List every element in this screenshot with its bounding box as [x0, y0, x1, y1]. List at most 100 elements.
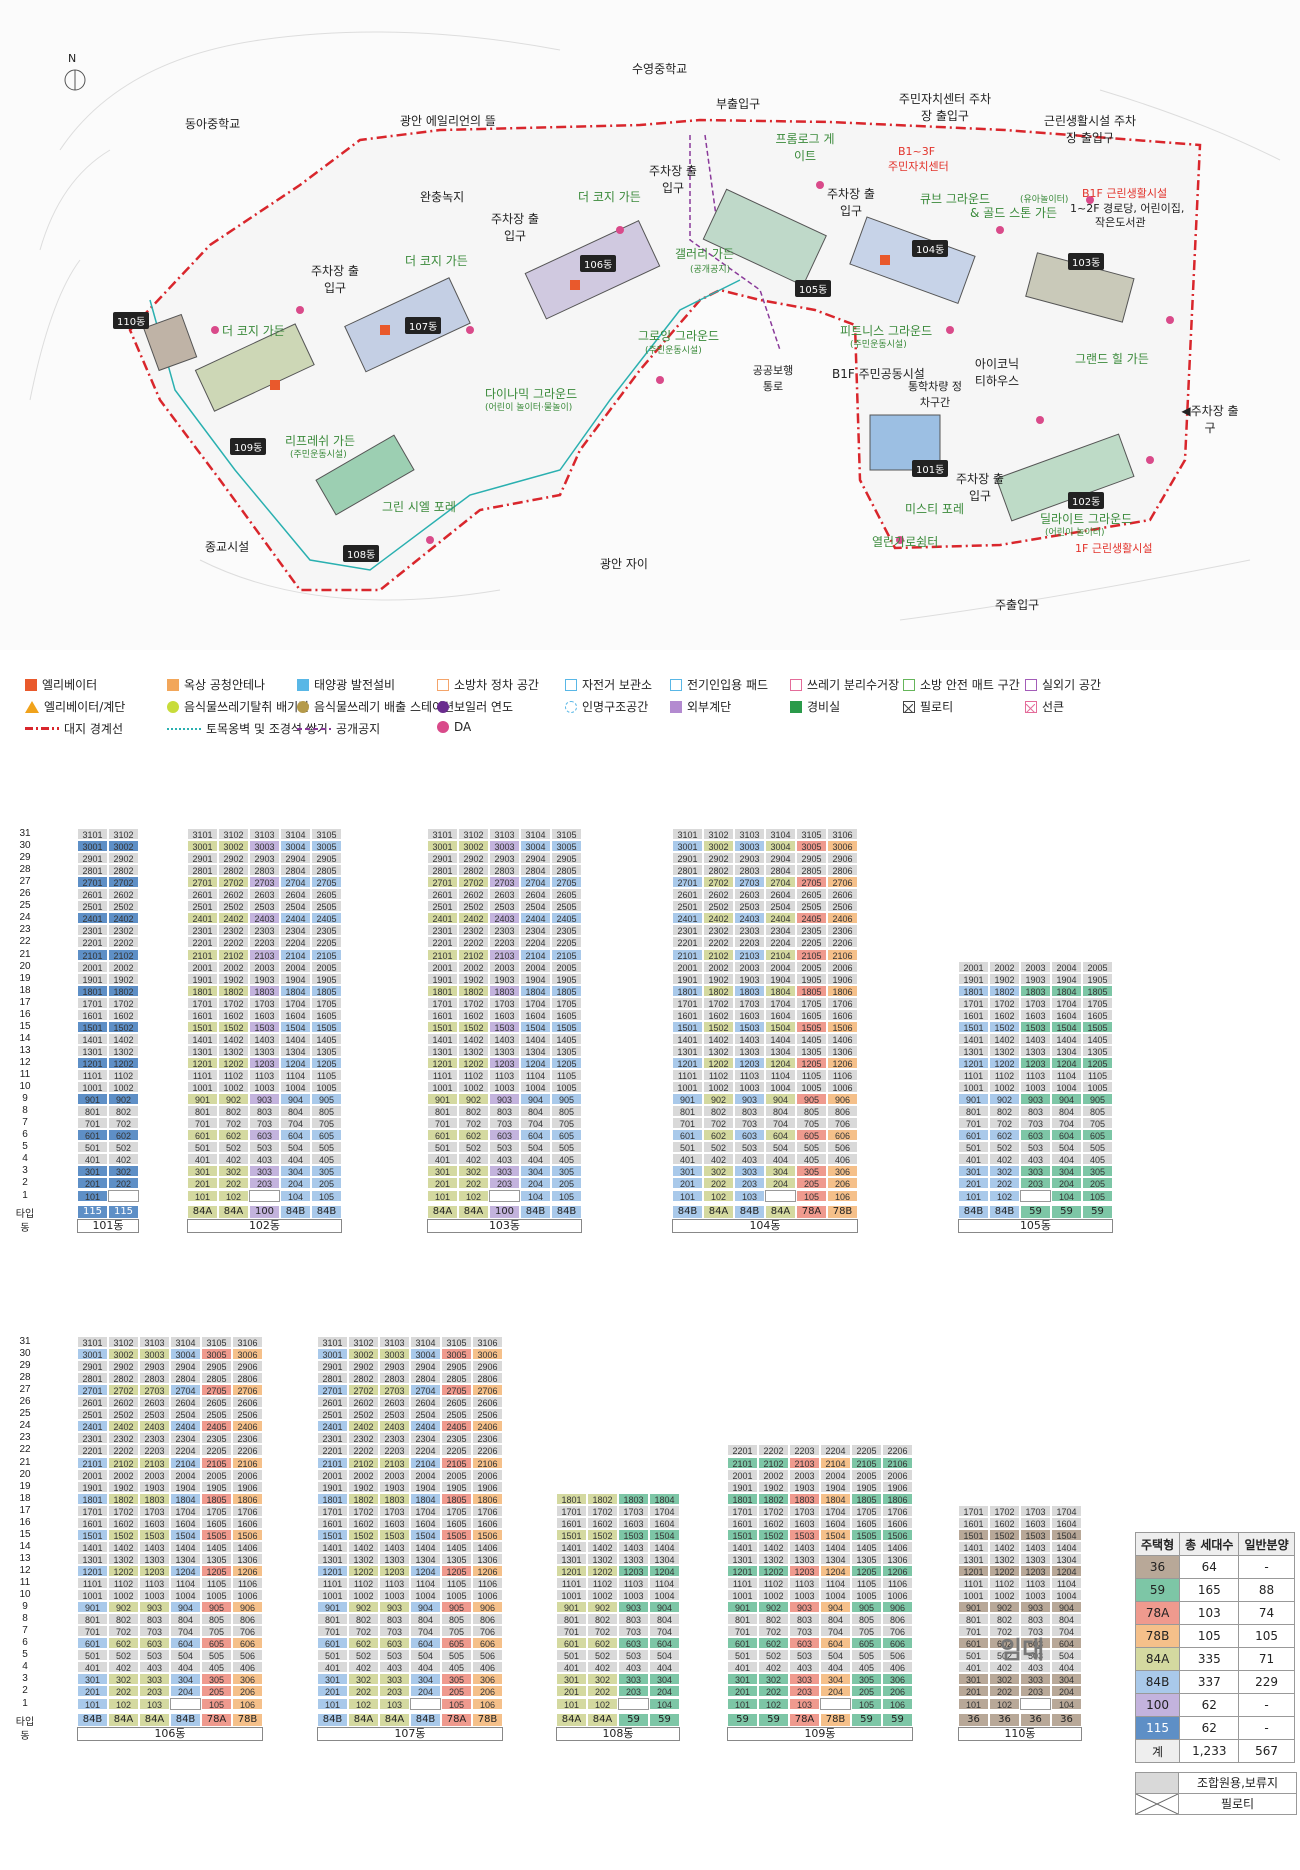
unit-cell: 102 [108, 1697, 139, 1710]
unit-cell: 602 [348, 1637, 379, 1650]
unit-cell: 1804 [280, 984, 311, 997]
legend-item: 토목옹벽 및 조경석 쌓기 [167, 720, 328, 737]
unit-cell: 901 [427, 1093, 458, 1106]
unit-cell: 2003 [734, 960, 765, 973]
red-facility-label: 1F 근린생활시설 [1075, 542, 1153, 555]
unit-cell: 1703 [734, 996, 765, 1009]
unit-cell [1020, 1697, 1051, 1710]
unit-cell: 703 [489, 1117, 520, 1130]
unit-cell: 1503 [1020, 1020, 1051, 1033]
unit-cell: 101 [317, 1697, 348, 1710]
unit-cell: 706 [472, 1625, 503, 1638]
unit-cell: 1902 [108, 1480, 139, 1493]
summary-cell: 74 [1238, 1601, 1295, 1625]
dong-row-label: 동 [20, 1730, 30, 1742]
unit-cell: 404 [280, 1153, 311, 1166]
legend-item: 옥상 공청안테나 [167, 676, 265, 693]
unit-cell: 1305 [796, 1044, 827, 1057]
legend-item: 엘리베이터 [25, 676, 97, 693]
unit-cell: 1601 [427, 1008, 458, 1021]
unit-cell: 502 [989, 1141, 1020, 1154]
unit-cell: 2905 [311, 852, 342, 865]
unit-cell: 106 [882, 1697, 913, 1710]
facility-label: 통학차량 정차구간 [907, 380, 963, 409]
unit-cell: 1303 [789, 1552, 820, 1565]
unit-cell: 102 [348, 1697, 379, 1710]
unit-cell: 3103 [734, 828, 765, 841]
summary-cell: 100 [1134, 1693, 1181, 1717]
unit-cell: 405 [311, 1153, 342, 1166]
unit-cell: 804 [280, 1105, 311, 1118]
floor-label: 4 [22, 1661, 28, 1673]
unit-cell: 1401 [958, 1540, 989, 1553]
unit-cell: 1103 [249, 1069, 280, 1082]
unit-cell: 1301 [77, 1044, 108, 1057]
unit-type-cell: 59 [882, 1712, 913, 1727]
unit-cell: 2702 [108, 1384, 139, 1397]
garden-label: 피트니스 그라운드 [840, 324, 933, 338]
unit-cell: 1506 [882, 1528, 913, 1541]
unit-cell: 3102 [458, 828, 489, 841]
unit-cell: 1002 [703, 1081, 734, 1094]
unit-cell: 2503 [734, 900, 765, 913]
unit-cell: 705 [311, 1117, 342, 1130]
floor-label: 8 [22, 1105, 28, 1117]
floor-label: 22 [19, 1444, 31, 1456]
unit-cell: 601 [187, 1129, 218, 1142]
unit-cell: 504 [1051, 1141, 1082, 1154]
summary-row: 84B 337 229 [1134, 1670, 1295, 1694]
unit-cell: 401 [556, 1661, 587, 1674]
unit-cell: 2103 [379, 1456, 410, 1469]
unit-cell: 404 [765, 1153, 796, 1166]
unit-cell: 1804 [410, 1492, 441, 1505]
legend-label: 보일러 연도 [454, 700, 514, 714]
floor-label: 16 [19, 1008, 31, 1020]
unit-cell: 803 [734, 1105, 765, 1118]
unit-cell: 1306 [882, 1552, 913, 1565]
unit-cell: 1806 [827, 984, 858, 997]
unit-cell: 305 [201, 1673, 232, 1686]
unit-cell: 702 [218, 1117, 249, 1130]
unit-cell: 2604 [410, 1396, 441, 1409]
unit-cell: 1801 [727, 1492, 758, 1505]
unit-cell: 1502 [108, 1528, 139, 1541]
facility-label: 공공보행 통로 [752, 364, 794, 393]
unit-cell: 805 [1082, 1105, 1113, 1118]
unit-cell: 2802 [348, 1372, 379, 1385]
unit-cell: 2403 [734, 912, 765, 925]
building-tag: 110동 [113, 312, 150, 329]
unit-cell: 1901 [958, 972, 989, 985]
unit-cell: 303 [789, 1673, 820, 1686]
unit-cell: 705 [441, 1625, 472, 1638]
unit-cell: 2106 [472, 1456, 503, 1469]
unit-cell: 805 [201, 1613, 232, 1626]
unit-cell: 2304 [170, 1432, 201, 1445]
unit-cell: 1106 [827, 1069, 858, 1082]
unit-cell: 401 [187, 1153, 218, 1166]
unit-cell: 2803 [139, 1372, 170, 1385]
unit-cell: 1702 [108, 1504, 139, 1517]
unit-cell: 1906 [232, 1480, 263, 1493]
unit-cell: 2001 [77, 960, 108, 973]
unit-cell: 1502 [989, 1528, 1020, 1541]
unit-cell: 1106 [472, 1577, 503, 1590]
unit-cell: 1205 [551, 1056, 582, 1069]
unit-cell: 1902 [218, 972, 249, 985]
unit-type-cell: 84A [765, 1204, 796, 1219]
unit-cell: 904 [1051, 1093, 1082, 1106]
unit-cell: 1404 [1051, 1540, 1082, 1553]
unit-cell: 905 [551, 1093, 582, 1106]
summary-cell: 105 [1179, 1624, 1240, 1648]
unit-cell: 1204 [280, 1056, 311, 1069]
unit-cell: 3002 [218, 840, 249, 853]
unit-cell: 1701 [427, 996, 458, 1009]
unit-cell: 2501 [77, 1408, 108, 1421]
unit-cell: 2705 [796, 876, 827, 889]
unit-cell: 704 [649, 1625, 680, 1638]
unit-cell: 1701 [727, 1504, 758, 1517]
unit-cell: 1601 [727, 1516, 758, 1529]
unit-cell: 301 [317, 1673, 348, 1686]
unit-cell: 1406 [827, 1032, 858, 1045]
unit-cell: 503 [734, 1141, 765, 1154]
unit-type-cell: 84B [520, 1204, 551, 1219]
